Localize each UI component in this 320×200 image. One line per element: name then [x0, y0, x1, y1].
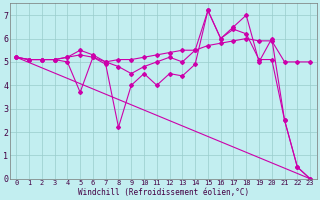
X-axis label: Windchill (Refroidissement éolien,°C): Windchill (Refroidissement éolien,°C)	[78, 188, 249, 197]
